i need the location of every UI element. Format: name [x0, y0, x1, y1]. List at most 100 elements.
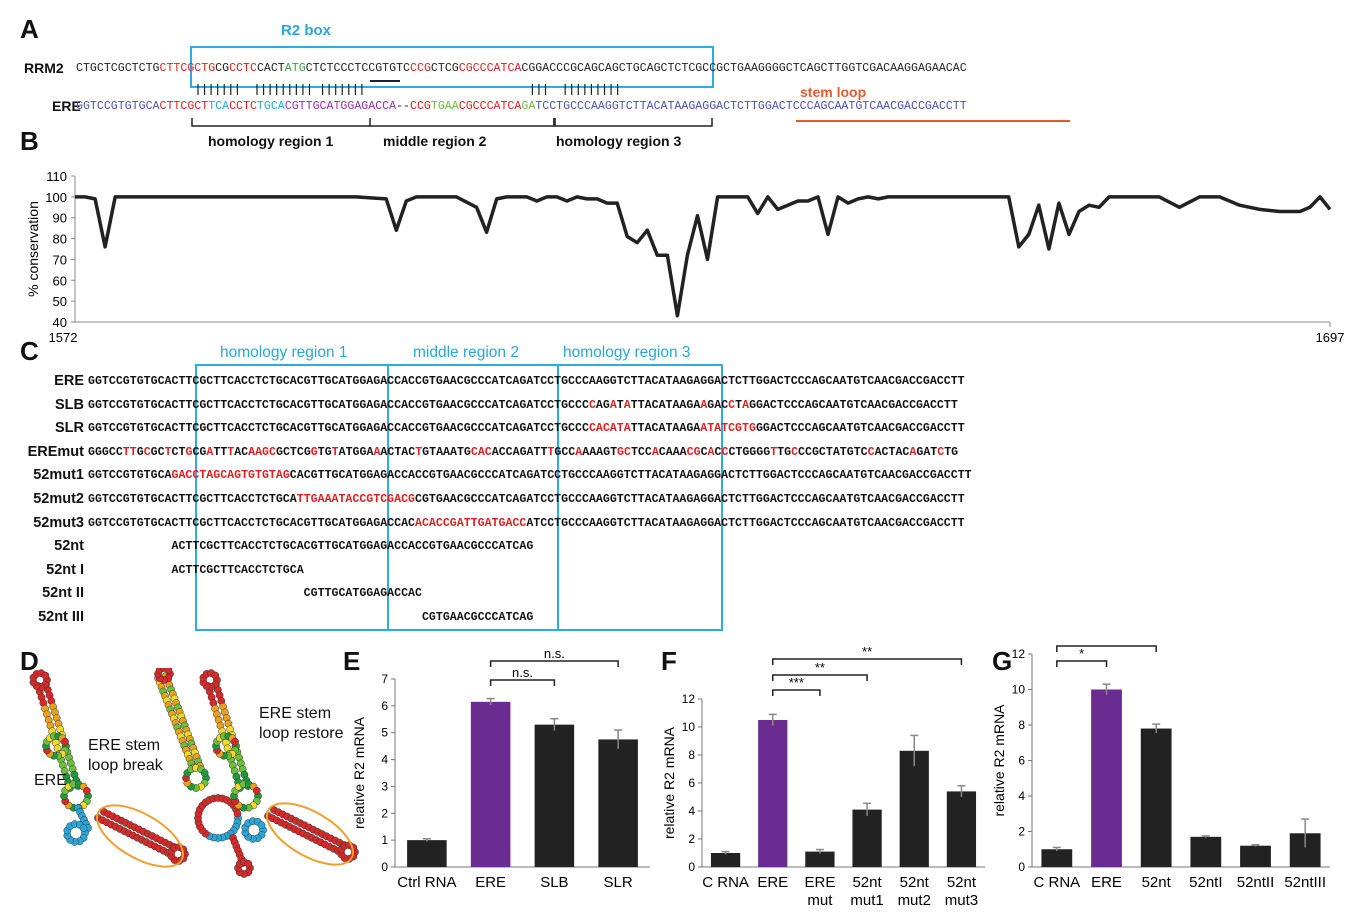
sequence-segment: A [651, 445, 659, 459]
sequence-segment: G [310, 445, 318, 459]
sequence-segment: T [616, 398, 624, 412]
significance-label: * [1104, 644, 1109, 646]
sequence-segment: A [742, 398, 750, 412]
nucleotide [244, 859, 253, 868]
alignment-row-sequence: GGTCCGTGTGCACTTCGCTTCACCTCTGCACGTTGCATGG… [88, 517, 965, 530]
y-tick-label: 10 [1012, 683, 1026, 697]
significance-bracket [1056, 645, 1157, 652]
alignment-row-label: 52nt I [46, 561, 84, 578]
x-tick-label: 52ntIII [1284, 874, 1326, 891]
sequence-segment: TG [944, 445, 959, 459]
sequence-segment: CTCTCCCTCCGTGTC [305, 62, 411, 75]
nucleotide [252, 786, 261, 795]
sequence-segment: C [721, 445, 729, 459]
ere-stem-loop-restore-label: ERE stem loop restore [259, 705, 344, 742]
sequence-segment: CGGACCCGCAGCAGCTGCAGCTCTCGCCGCTGAAGGGGCT… [521, 62, 967, 75]
sequence-segment: T [770, 445, 778, 459]
helix [100, 808, 178, 851]
alignment-row-sequence: GGTCCGTGTGCACTTCGCTTCACCTCTGCACGTTGCATGG… [88, 375, 965, 388]
significance-label: ** [862, 644, 872, 659]
panel-label-a: A [20, 14, 39, 44]
y-tick-label: 40 [53, 315, 67, 330]
y-tick-label: 90 [53, 211, 67, 226]
sequence-segment: CG [192, 445, 207, 459]
sequence-segment: CAAA [658, 445, 687, 459]
bar-ere [1091, 689, 1122, 867]
y-axis-label: % conservation [25, 201, 41, 297]
alignment-row-sequence: ACTTCGCTTCACCTCTGCACGTTGCATGGAGACCACCGTG… [88, 540, 533, 553]
sequence-segment: CCG [410, 62, 431, 75]
sequence-segment: TGCA [256, 100, 285, 113]
stem-loop-label: stem loop [800, 84, 867, 100]
sequence-segment: T [331, 445, 339, 459]
rrm2-label: RRM2 [24, 60, 64, 76]
homology-region-1-label: homology region 1 [208, 133, 334, 149]
loop [230, 780, 262, 812]
sequence-segment: TG [777, 445, 792, 459]
bar-52nt [1140, 728, 1172, 867]
sequence-segment: GC [150, 445, 165, 459]
sequence-segment: ACTAC [874, 445, 910, 459]
helix [154, 674, 197, 772]
x-tick-label: mut [807, 892, 833, 909]
y-tick-label: 80 [53, 232, 67, 247]
sequence-segment: GCT [275, 445, 297, 459]
loop [60, 780, 92, 812]
sequence-segment: GGTCCGTGTGCACTTCGCTTCACCTCTGCACGTTGCATGG… [88, 375, 965, 388]
sequence-segment: C [937, 445, 945, 459]
x-tick-label: ERE [475, 874, 506, 891]
c-box-homology-3 [557, 364, 723, 631]
x-tick-label: SLB [540, 874, 568, 891]
alignment-row-label: 52mut2 [33, 491, 84, 507]
sequence-segment: CCG [410, 100, 431, 113]
sequence-segment: CGTTGCATGGAGACCAC [88, 587, 422, 601]
x-tick-label: 52ntI [1189, 874, 1222, 891]
sequence-segment: ATT [526, 445, 548, 459]
sequence-segment: T [164, 445, 172, 459]
y-tick-label: 5 [381, 726, 388, 740]
alignment-row-sequence: ACTTCGCTTCACCTCTGCA [88, 564, 303, 577]
hairpin [337, 841, 359, 863]
sequence-segment: GGTCCGTGTGCACTTCGCTTCACCTCTGCA [88, 493, 297, 506]
bar-slb [534, 724, 575, 867]
significance-bracket [772, 658, 963, 665]
sequence-segment: GGACTCCCAGCAATGTCAACGACCGACCTT [755, 422, 965, 436]
x-tick-label: C RNA [702, 874, 749, 891]
y-tick-label: 100 [45, 190, 67, 205]
stem-loop-underline [796, 120, 1070, 122]
sequence-segment: CGTTGCATGGAGACCA [284, 100, 397, 113]
x-tick-label: 52nt [852, 874, 882, 891]
hairpin [167, 843, 189, 865]
sequence-segment: GGACTCCCAGCAATGTCAACGACCGACCTT [749, 398, 958, 412]
y-tick-label: 70 [53, 252, 67, 267]
sequence-segment: GGTCCGTGTGCACTTCGCTTCACCTCTGCACGTTGCATGG… [88, 516, 415, 530]
junction [74, 804, 92, 832]
sequence-segment: T [227, 445, 235, 459]
loop [182, 764, 210, 792]
sequence-segment: GGTCCGTGTGCACTTCGCTTCACCTCTGCACGTTGCATGG… [88, 422, 589, 436]
alignment-row-sequence: GGTCCGTGTGCACTTCGCTTCACCTCTGCACGTTGCATGG… [88, 399, 958, 412]
alignment-row-label: SLR [55, 420, 84, 437]
sequence-segment: CAAGGTCTTACATAAGAGGACTCTTGG [583, 100, 772, 113]
y-tick-label: 0 [1018, 860, 1025, 874]
sequence-segment: ATATCGTG [700, 422, 756, 436]
alignment-row-sequence: CGTTGCATGGAGACCAC [88, 587, 422, 600]
loop [241, 817, 267, 843]
sequence-segment: C [728, 398, 736, 412]
bar-52nt-mut2 [899, 750, 929, 867]
sequence-segment: CCTC [229, 62, 257, 75]
significance-bracket [489, 660, 619, 667]
sequence-segment: CACT [256, 62, 285, 75]
sequence-segment: AC [234, 445, 249, 459]
sequence-segment: C [714, 445, 722, 459]
bar-chart-g: 0 2 4 6 8 10 12 relative R2 mRNA C RNA ERE 52nt 52n… [991, 644, 1330, 891]
y-tick-label: 6 [688, 776, 695, 790]
sequence-segment: CG [296, 445, 311, 459]
r2-box [190, 46, 714, 88]
sequence-segment: ACTAC [380, 445, 416, 459]
y-tick-label: 1 [381, 833, 388, 847]
sequence-segment: TTGAAATACCGTCGACG [296, 493, 416, 506]
sequence-segment: CG [686, 445, 701, 459]
sequence-segment: GAT [916, 445, 938, 459]
sequence-segment: ATG [284, 62, 306, 75]
